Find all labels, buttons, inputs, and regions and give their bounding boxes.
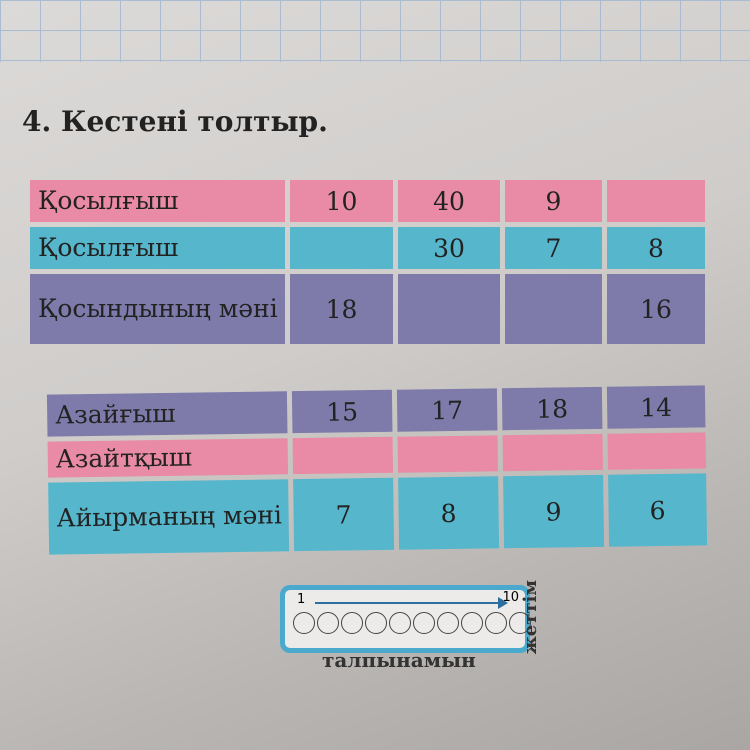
row-label: Азайтқыш (47, 438, 289, 478)
table-cell: 18 (290, 274, 393, 344)
task-title: 4. Кестені толтыр. (22, 105, 328, 138)
circle-icon[interactable] (341, 612, 363, 634)
empty-cell[interactable] (397, 435, 499, 473)
table-cell: 15 (291, 389, 393, 434)
circle-icon[interactable] (317, 612, 339, 634)
circle-icon[interactable] (437, 612, 459, 634)
row-label: Айырманың мәні (48, 479, 290, 555)
table-cell: 16 (607, 274, 705, 344)
table-cell: 14 (606, 385, 706, 429)
circle-icon[interactable] (413, 612, 435, 634)
table-cell: 7 (293, 477, 395, 552)
circle-icon[interactable] (389, 612, 411, 634)
empty-cell[interactable] (607, 180, 705, 222)
scale-end: 10 (502, 590, 519, 605)
empty-cell[interactable] (290, 227, 393, 269)
row-label: Қосылғыш (30, 227, 285, 269)
arrow-icon (315, 597, 508, 609)
circle-icon[interactable] (461, 612, 483, 634)
empty-cell[interactable] (502, 433, 604, 472)
circle-icon[interactable] (293, 612, 315, 634)
table-cell: 9 (505, 180, 602, 222)
table-cell: 9 (503, 474, 605, 549)
table-cell: 30 (398, 227, 500, 269)
empty-cell[interactable] (292, 436, 394, 475)
table-cell: 18 (501, 386, 603, 431)
table-cell: 17 (396, 388, 498, 432)
circle-icon[interactable] (365, 612, 387, 634)
table-cell: 6 (608, 473, 708, 547)
self-assessment-scale: 1 10 (280, 585, 531, 653)
row-label: Қосындының мәні (30, 274, 285, 344)
empty-cell[interactable] (607, 432, 707, 470)
notebook-grid (0, 0, 750, 62)
empty-cell[interactable] (505, 274, 602, 344)
side-label: жеттім (520, 580, 541, 655)
table-cell: 8 (607, 227, 705, 269)
table-cell: 8 (398, 476, 500, 550)
bottom-label: талпынамын (322, 648, 476, 672)
table-cell: 7 (505, 227, 602, 269)
circle-icon[interactable] (509, 612, 531, 634)
addition-table: Қосылғыш 10 40 9 Қосылғыш 30 7 8 Қосындының мәні… (30, 180, 705, 344)
row-label: Азайғыш (46, 391, 288, 437)
scale-start: 1 (297, 592, 306, 607)
table-cell: 40 (398, 180, 500, 222)
subtraction-table: Азайғыш 15 17 18 14 Азайтқыш Айырманың мәні 7 8 9… (46, 385, 708, 555)
row-label: Қосылғыш (30, 180, 285, 222)
empty-cell[interactable] (398, 274, 500, 344)
circle-icon[interactable] (485, 612, 507, 634)
table-cell: 10 (290, 180, 393, 222)
